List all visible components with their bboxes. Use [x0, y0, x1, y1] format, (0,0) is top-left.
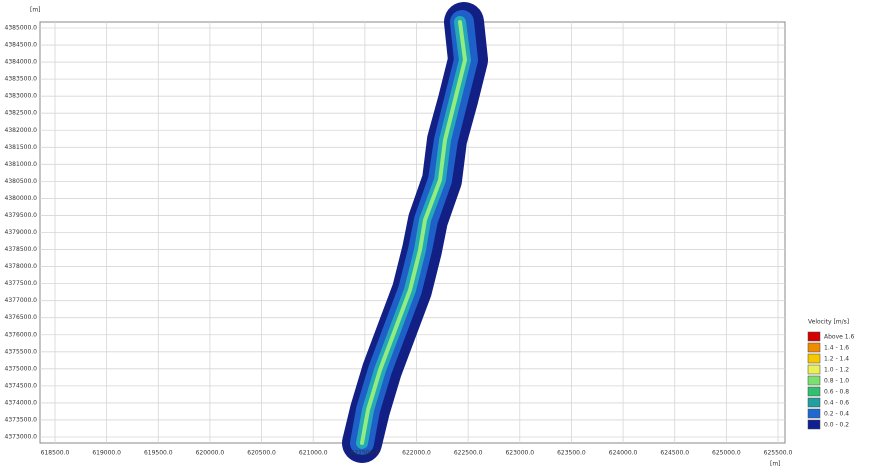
legend-swatch	[807, 331, 821, 342]
y-tick-label: 4373500.0	[5, 416, 38, 423]
y-tick-label: 4374500.0	[5, 382, 38, 389]
y-unit: [m]	[30, 7, 41, 14]
x-tick-label: 620000.0	[196, 450, 225, 457]
y-tick-label: 4377500.0	[5, 280, 38, 287]
legend: Above 1.6 1.4 - 1.6 1.2 - 1.4 1.0 - 1.2 0.8 …	[807, 331, 854, 430]
x-tick-label: 624500.0	[660, 450, 689, 457]
x-tick-label: 625000.0	[712, 450, 741, 457]
y-tick-label: 4375500.0	[5, 348, 38, 355]
x-tick-label: 624000.0	[609, 450, 638, 457]
legend-swatch	[807, 419, 821, 430]
legend-swatch	[807, 353, 821, 364]
x-tick-label: 622000.0	[402, 450, 431, 457]
y-tick-label: 4382000.0	[5, 127, 38, 134]
x-tick-label: 621000.0	[299, 450, 328, 457]
legend-label: 1.2 - 1.4	[824, 356, 849, 363]
legend-title: Velocity [m/s]	[808, 319, 849, 326]
legend-label: 0.0 - 0.2	[824, 422, 849, 429]
y-tick-label: 4383500.0	[5, 76, 38, 83]
y-tick-label: 4384000.0	[5, 59, 38, 66]
x-tick-label: 618500.0	[41, 450, 70, 457]
y-tick-label: 4379500.0	[5, 212, 38, 219]
x-unit: [m]	[770, 461, 781, 468]
y-tick-label: 4382500.0	[5, 110, 38, 117]
legend-label: Above 1.6	[824, 334, 854, 341]
legend-swatch	[807, 397, 821, 408]
x-tick-label: 621500.0	[351, 450, 380, 457]
x-tick-label: 619500.0	[144, 450, 173, 457]
legend-label: 0.2 - 0.4	[824, 411, 849, 418]
y-tick-label: 4376500.0	[5, 314, 38, 321]
x-tick-label: 625500.0	[764, 450, 793, 457]
y-tick-label: 4375000.0	[5, 365, 38, 372]
legend-swatch	[807, 375, 821, 386]
x-tick-label: 622500.0	[454, 450, 483, 457]
legend-label: 1.4 - 1.6	[824, 345, 849, 352]
legend-label: 1.0 - 1.2	[824, 367, 849, 374]
y-tick-label: 4376000.0	[5, 331, 38, 338]
y-tick-label: 4385000.0	[5, 25, 38, 32]
river	[342, 2, 488, 463]
legend-swatch	[807, 408, 821, 419]
legend-label: 0.6 - 0.8	[824, 389, 849, 396]
y-tick-label: 4381000.0	[5, 161, 38, 168]
y-tick-label: 4384500.0	[5, 42, 38, 49]
y-tick-label: 4380500.0	[5, 178, 38, 185]
y-tick-label: 4377000.0	[5, 297, 38, 304]
y-tick-label: 4374000.0	[5, 399, 38, 406]
river-core	[360, 20, 467, 445]
x-tick-label: 620500.0	[247, 450, 276, 457]
y-tick-label: 4379000.0	[5, 229, 38, 236]
legend-label: 0.8 - 1.0	[824, 378, 849, 385]
x-tick-label: 623500.0	[557, 450, 586, 457]
legend-swatch	[807, 342, 821, 353]
y-tick-label: 4381500.0	[5, 144, 38, 151]
y-tick-label: 4383000.0	[5, 93, 38, 100]
y-tick-label: 4378500.0	[5, 246, 38, 253]
x-tick-label: 619000.0	[92, 450, 121, 457]
y-tick-label: 4378000.0	[5, 263, 38, 270]
legend-swatch	[807, 386, 821, 397]
legend-swatch	[807, 364, 821, 375]
x-tick-label: 623000.0	[505, 450, 534, 457]
y-tick-label: 4373000.0	[5, 434, 38, 441]
legend-label: 0.4 - 0.6	[824, 400, 849, 407]
y-tick-label: 4380000.0	[5, 195, 38, 202]
